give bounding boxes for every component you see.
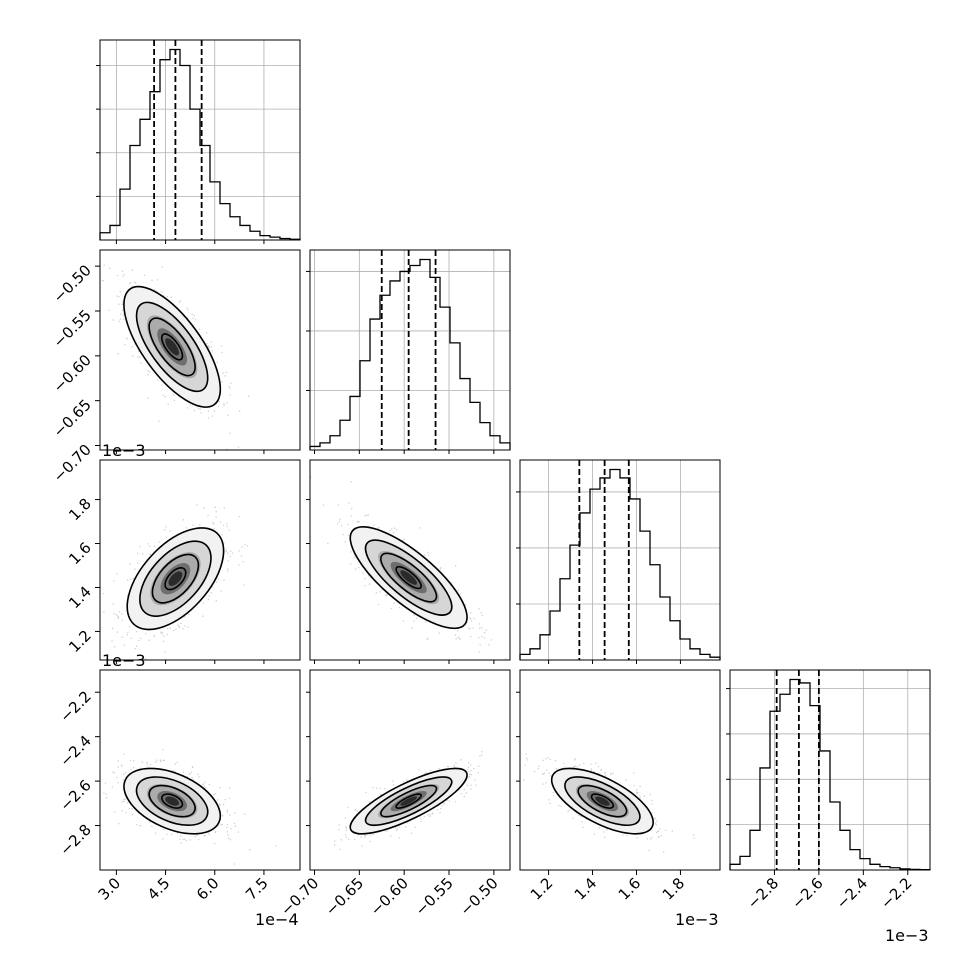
x-tick-label-3-3: −2.2 — [877, 874, 915, 912]
pair-frame — [309, 459, 511, 661]
histogram-panel-0 — [96, 39, 301, 241]
panel-content — [334, 751, 483, 851]
y-tick-label-3-2: −2.4 — [56, 732, 94, 770]
contour-0 — [550, 767, 654, 835]
contour-3 — [395, 565, 422, 590]
histogram-step-1 — [309, 258, 511, 450]
density-level-4 — [400, 796, 417, 806]
contour-3 — [164, 567, 187, 591]
pair-panel-3-2 — [519, 669, 721, 871]
y-tick-label-3-3: −2.2 — [56, 687, 94, 725]
x-tick-label-3-2: −2.4 — [833, 874, 871, 912]
y-tick-label-3-1: −2.6 — [56, 776, 94, 814]
panel-content — [101, 264, 250, 450]
panel-content — [103, 749, 277, 865]
contour-3 — [590, 793, 615, 809]
contour-1 — [564, 776, 641, 827]
pair-frame — [99, 669, 301, 871]
x-tick-label-2-3: 1.8 — [659, 874, 689, 904]
x-tick-label-0-1: 4.5 — [144, 874, 174, 904]
contour-0 — [123, 285, 222, 408]
contour-1 — [364, 539, 453, 616]
x-tick-label-1-0: −0.70 — [277, 874, 322, 919]
panel-content — [102, 504, 249, 660]
x-tick-label-1-1: −0.65 — [322, 874, 367, 919]
contour-0 — [126, 527, 225, 631]
histogram-frame-0 — [99, 39, 301, 241]
histogram-panel-3 — [726, 669, 931, 871]
histogram-frame-1 — [309, 249, 511, 451]
panel-content — [310, 476, 507, 660]
contour-2 — [148, 317, 196, 377]
y-tick-label-2-2: 1.6 — [65, 539, 95, 569]
histogram-frame-2 — [519, 459, 721, 661]
contour-1 — [135, 776, 209, 827]
contour-2 — [577, 784, 628, 818]
pair-panel-3-1 — [309, 669, 511, 871]
contour-3 — [161, 333, 184, 361]
pair-frame — [99, 459, 301, 661]
histogram-step-2 — [519, 468, 721, 660]
pair-frame — [519, 669, 721, 871]
density-level-4 — [165, 338, 180, 356]
offset-label-x-col2: 1e−3 — [675, 910, 719, 929]
x-tick-label-0-0: 3.0 — [95, 874, 125, 904]
histogram-step-3 — [729, 678, 931, 871]
x-tick-label-0-3: 7.5 — [242, 874, 272, 904]
density-level-4 — [400, 570, 417, 585]
x-tick-label-2-2: 1.6 — [615, 874, 645, 904]
contour-2 — [380, 784, 438, 818]
contour-0 — [349, 767, 468, 835]
contour-1 — [135, 301, 209, 393]
contour-3 — [161, 793, 184, 809]
contour-3 — [395, 793, 422, 809]
pair-panel-1-0 — [99, 249, 301, 451]
panel-content — [523, 753, 695, 853]
offset-label-y-row2: 1e−3 — [102, 651, 146, 670]
histogram-panel-1 — [306, 249, 511, 451]
y-tick-label-2-1: 1.4 — [65, 583, 95, 613]
pair-panels — [99, 249, 721, 871]
contour-1 — [139, 540, 212, 617]
contour-2 — [151, 553, 200, 604]
histogram-frame-3 — [729, 669, 931, 871]
y-tick-label-2-0: 1.2 — [65, 627, 95, 657]
histogram-step-0 — [99, 48, 301, 240]
x-tick-label-1-4: −0.50 — [456, 874, 501, 919]
contour-0 — [123, 767, 222, 835]
histogram-panels — [96, 39, 931, 871]
x-tick-label-1-3: −0.55 — [412, 874, 457, 919]
y-tick-label-1-2: −0.60 — [50, 351, 95, 396]
histogram-panel-2 — [516, 459, 721, 661]
y-tick-label-2-3: 1.8 — [65, 495, 95, 525]
pair-panel-3-0 — [99, 669, 301, 871]
x-tick-label-1-2: −0.60 — [367, 874, 412, 919]
offset-label-x-col0: 1e−4 — [255, 910, 299, 929]
density-level-4 — [165, 796, 180, 806]
contour-0 — [349, 526, 468, 630]
x-tick-label-3-0: −2.8 — [744, 874, 782, 912]
x-tick-label-0-2: 6.0 — [193, 874, 223, 904]
contour-2 — [380, 552, 438, 603]
y-tick-label-1-0: −0.70 — [50, 441, 95, 486]
pair-panel-2-0 — [99, 459, 301, 661]
pair-frame — [99, 249, 301, 451]
y-tick-label-3-0: −2.8 — [56, 821, 94, 859]
x-tick-label-2-1: 1.4 — [571, 874, 601, 904]
contour-1 — [364, 776, 453, 827]
y-tick-label-1-3: −0.55 — [50, 306, 95, 351]
y-tick-label-1-4: −0.50 — [50, 261, 95, 306]
y-tick-label-1-1: −0.65 — [50, 396, 95, 441]
contour-2 — [148, 784, 196, 818]
offset-label-x-col3: 1e−3 — [885, 926, 929, 945]
pair-panel-2-1 — [309, 459, 511, 661]
pair-frame — [309, 669, 511, 871]
x-tick-label-3-1: −2.6 — [788, 874, 826, 912]
offset-label-y-row1: 1e−3 — [102, 441, 146, 460]
x-tick-label-2-0: 1.2 — [527, 874, 557, 904]
density-level-4 — [168, 571, 183, 586]
density-level-4 — [595, 796, 610, 806]
